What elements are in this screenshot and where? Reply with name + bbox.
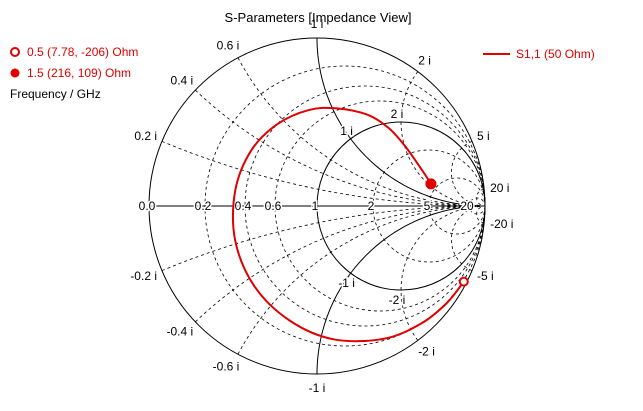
resistance-label: 20 xyxy=(460,199,474,213)
reactance-arc xyxy=(400,71,485,207)
reactance-label: -0.6 i xyxy=(213,360,240,374)
resistance-label: 0.4 xyxy=(235,199,252,213)
reactance-label: -2 i xyxy=(418,345,435,359)
reactance-label-inner: 1 i xyxy=(340,124,353,138)
resistance-label: 5 xyxy=(424,199,431,213)
resistance-label: 0.0 xyxy=(139,199,156,213)
trace-marker-1 xyxy=(425,178,437,190)
resistance-label: 0.2 xyxy=(195,199,212,213)
reactance-label: 0.6 i xyxy=(217,38,240,52)
axis-label: Frequency / GHz xyxy=(10,87,101,101)
reactance-label-inner: -2 i xyxy=(389,293,406,307)
reactance-label: 0.2 i xyxy=(134,129,157,143)
reactance-label: -0.4 i xyxy=(167,325,194,339)
reactance-label: 1 i xyxy=(311,17,324,31)
grid-labels: 0.0 0.2 0.4 0.6 1 2 5 20 1 i 0.6 i 0.4 i 0.2 i 2 i 5 … xyxy=(130,17,513,395)
reactance-label: 20 i xyxy=(490,181,509,195)
reactance-label-inner: 2 i xyxy=(391,107,404,121)
smith-grid xyxy=(148,37,486,375)
reactance-arc xyxy=(400,205,485,341)
legend-label: S1,1 (50 Ohm) xyxy=(516,47,595,61)
marker-label-1: 1.5 (216, 109) Ohm xyxy=(27,66,131,80)
chart-title: S-Parameters [Impedance View] xyxy=(225,10,412,25)
reactance-arc xyxy=(476,205,486,224)
reactance-label: -5 i xyxy=(477,269,494,283)
resistance-label: 1 xyxy=(312,199,319,213)
reactance-label: -20 i xyxy=(490,217,513,231)
resistance-label: 2 xyxy=(368,199,375,213)
reactance-label: 5 i xyxy=(477,129,490,143)
reactance-label: 0.4 i xyxy=(171,73,194,87)
reactance-label: -1 i xyxy=(309,381,326,395)
s11-trace xyxy=(231,106,465,343)
filled-marker-icon xyxy=(10,68,20,78)
trace-marker-0 xyxy=(458,276,469,287)
marker-label-0: 0.5 (7.78, -206) Ohm xyxy=(27,45,138,59)
reactance-label: 2 i xyxy=(418,53,431,67)
trace-markers xyxy=(425,178,469,287)
resistance-label: 0.6 xyxy=(265,199,282,213)
hollow-marker-icon xyxy=(10,47,20,57)
reactance-label: -0.2 i xyxy=(130,269,157,283)
reactance-label-inner: -1 i xyxy=(338,276,355,290)
